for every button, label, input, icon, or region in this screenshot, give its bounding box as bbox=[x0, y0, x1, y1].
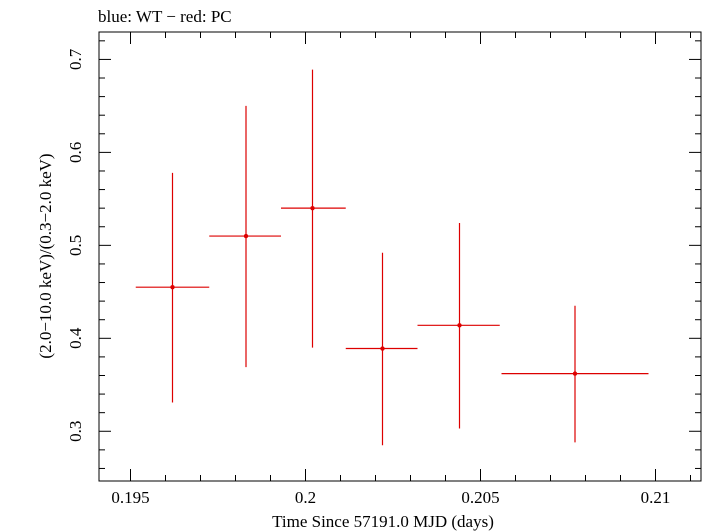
point-marker bbox=[170, 284, 175, 290]
y-tick-label: 0.3 bbox=[66, 421, 85, 442]
data-point bbox=[417, 223, 500, 429]
y-tick-label: 0.4 bbox=[66, 327, 85, 349]
data-point bbox=[501, 305, 649, 443]
point-marker bbox=[243, 233, 249, 239]
data-point bbox=[281, 69, 346, 348]
chart-title: blue: WT − red: PC bbox=[98, 7, 232, 26]
data-point bbox=[345, 252, 418, 446]
x-axis-ticks: 0.195 0.2 0.205 0.21 bbox=[111, 32, 691, 507]
data-point bbox=[135, 172, 210, 403]
x-axis-label: Time Since 57191.0 MJD (days) bbox=[272, 512, 494, 531]
x-tick-label: 0.21 bbox=[641, 488, 671, 507]
plot-frame bbox=[98, 31, 702, 482]
point-marker bbox=[380, 346, 385, 351]
data-layer bbox=[135, 69, 649, 446]
data-point bbox=[209, 105, 281, 368]
point-marker bbox=[457, 323, 462, 328]
y-axis-label: (2.0−10.0 keV)/(0.3−2.0 keV) bbox=[36, 153, 55, 358]
y-tick-label: 0.7 bbox=[66, 48, 85, 70]
point-marker bbox=[310, 205, 315, 211]
y-tick-label: 0.5 bbox=[66, 235, 85, 256]
x-tick-label: 0.205 bbox=[461, 488, 499, 507]
y-tick-label: 0.6 bbox=[66, 142, 85, 163]
y-axis-ticks: 0.3 0.4 0.5 0.6 0.7 bbox=[66, 40, 701, 469]
x-tick-label: 0.2 bbox=[295, 488, 316, 507]
point-marker bbox=[572, 371, 578, 376]
x-tick-label: 0.195 bbox=[111, 488, 149, 507]
